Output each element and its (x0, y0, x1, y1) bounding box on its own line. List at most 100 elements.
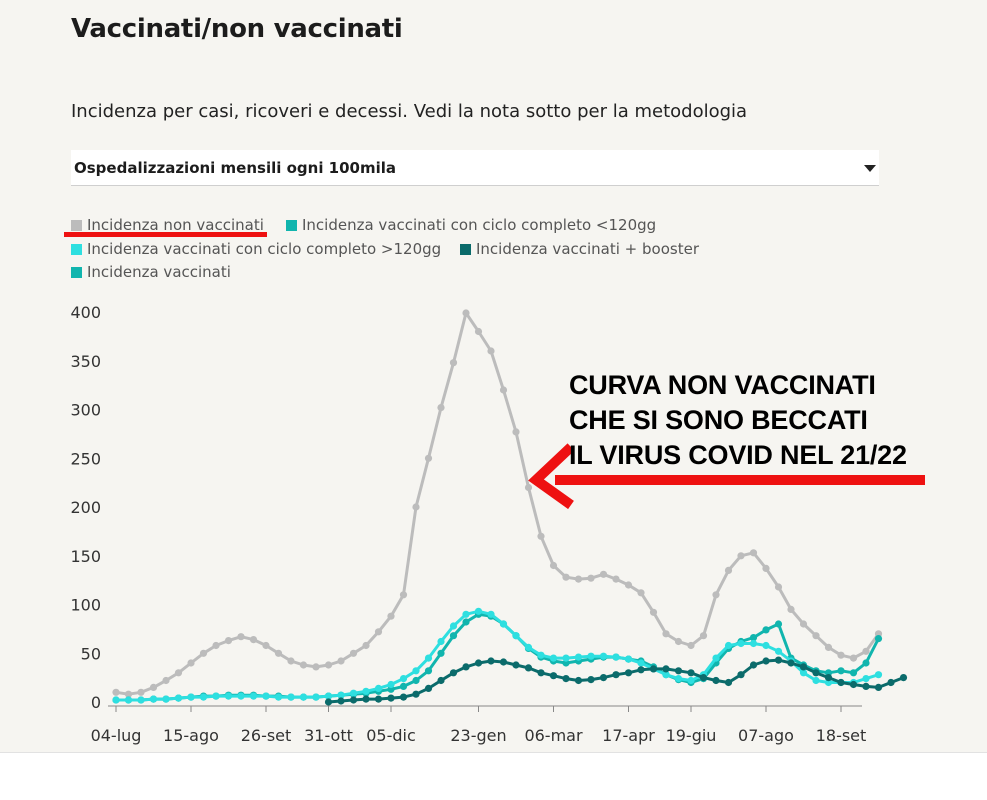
data-point[interactable] (187, 693, 195, 701)
data-point[interactable] (787, 659, 795, 667)
data-point[interactable] (249, 692, 258, 700)
data-point[interactable] (537, 651, 545, 659)
data-point[interactable] (112, 688, 120, 696)
data-point[interactable] (412, 667, 420, 675)
data-point[interactable] (312, 693, 320, 701)
data-point[interactable] (212, 641, 220, 650)
data-point[interactable] (437, 637, 445, 646)
data-point[interactable] (199, 649, 208, 657)
data-point[interactable] (837, 667, 845, 675)
data-point[interactable] (849, 680, 858, 689)
data-point[interactable] (324, 661, 333, 669)
data-point[interactable] (549, 672, 558, 680)
data-point[interactable] (449, 359, 458, 367)
data-point[interactable] (899, 674, 908, 682)
data-point[interactable] (287, 693, 295, 701)
data-point[interactable] (849, 669, 858, 677)
data-point[interactable] (437, 676, 445, 685)
data-point[interactable] (737, 639, 745, 648)
data-point[interactable] (112, 696, 120, 704)
data-point[interactable] (599, 570, 608, 578)
data-point[interactable] (712, 654, 720, 662)
data-point[interactable] (374, 628, 383, 636)
data-point[interactable] (387, 612, 395, 620)
data-point[interactable] (524, 643, 533, 652)
data-point[interactable] (399, 682, 408, 691)
data-point[interactable] (224, 692, 233, 700)
data-point[interactable] (762, 564, 770, 573)
data-point[interactable] (387, 680, 395, 689)
data-point[interactable] (774, 583, 783, 591)
data-point[interactable] (737, 671, 745, 679)
data-point[interactable] (287, 657, 295, 665)
data-point[interactable] (337, 691, 345, 699)
data-point[interactable] (837, 678, 845, 687)
data-point[interactable] (187, 659, 195, 667)
data-point[interactable] (762, 641, 770, 650)
data-point[interactable] (612, 575, 620, 583)
data-point[interactable] (499, 386, 508, 394)
data-point[interactable] (312, 663, 320, 671)
data-point[interactable] (749, 661, 758, 669)
data-point[interactable] (349, 696, 358, 704)
data-point[interactable] (349, 649, 358, 657)
data-point[interactable] (262, 692, 270, 700)
data-point[interactable] (462, 663, 470, 671)
data-point[interactable] (837, 651, 845, 659)
legend-item-vaccinati[interactable]: Incidenza vaccinati (71, 263, 231, 283)
data-point[interactable] (662, 665, 670, 673)
data-point[interactable] (624, 581, 633, 589)
data-point[interactable] (762, 657, 770, 665)
data-point[interactable] (562, 573, 570, 581)
data-point[interactable] (724, 641, 733, 650)
data-point[interactable] (324, 692, 333, 700)
metric-dropdown[interactable]: Ospedalizzazioni mensili ogni 100mila (71, 150, 879, 186)
data-point[interactable] (637, 589, 645, 597)
data-point[interactable] (699, 674, 708, 682)
data-point[interactable] (399, 693, 408, 701)
data-point[interactable] (487, 610, 495, 618)
data-point[interactable] (424, 684, 433, 693)
data-point[interactable] (274, 693, 283, 701)
data-point[interactable] (637, 659, 645, 667)
data-point[interactable] (874, 683, 883, 692)
data-point[interactable] (512, 632, 520, 640)
caret-down-icon[interactable] (864, 165, 876, 172)
data-point[interactable] (587, 652, 595, 660)
data-point[interactable] (162, 695, 170, 703)
data-point[interactable] (562, 654, 570, 662)
data-point[interactable] (724, 566, 733, 575)
data-point[interactable] (124, 696, 133, 704)
data-point[interactable] (524, 664, 533, 672)
data-point[interactable] (537, 669, 545, 677)
data-point[interactable] (362, 641, 370, 650)
data-point[interactable] (624, 669, 633, 677)
data-point[interactable] (487, 657, 495, 665)
data-point[interactable] (724, 678, 733, 687)
data-point[interactable] (224, 637, 233, 645)
data-point[interactable] (124, 690, 133, 698)
data-point[interactable] (874, 635, 883, 643)
data-point[interactable] (424, 654, 433, 662)
data-point[interactable] (349, 689, 358, 697)
data-point[interactable] (462, 618, 470, 626)
data-point[interactable] (437, 404, 445, 412)
data-point[interactable] (374, 684, 383, 693)
data-point[interactable] (862, 675, 870, 683)
data-point[interactable] (749, 634, 758, 642)
data-point[interactable] (562, 675, 570, 683)
legend-item-ciclo-completo-lt120[interactable]: Incidenza vaccinati con ciclo completo <… (286, 216, 656, 236)
data-point[interactable] (299, 661, 308, 669)
data-point[interactable] (574, 676, 583, 685)
data-point[interactable] (174, 694, 183, 702)
data-point[interactable] (424, 667, 433, 675)
data-point[interactable] (774, 620, 783, 628)
data-point[interactable] (874, 671, 883, 679)
legend-item-booster[interactable]: Incidenza vaccinati + booster (460, 240, 699, 260)
data-point[interactable] (599, 652, 608, 660)
data-point[interactable] (824, 643, 833, 652)
data-point[interactable] (612, 671, 620, 679)
data-point[interactable] (174, 669, 183, 677)
data-point[interactable] (799, 669, 808, 677)
data-point[interactable] (687, 669, 695, 677)
